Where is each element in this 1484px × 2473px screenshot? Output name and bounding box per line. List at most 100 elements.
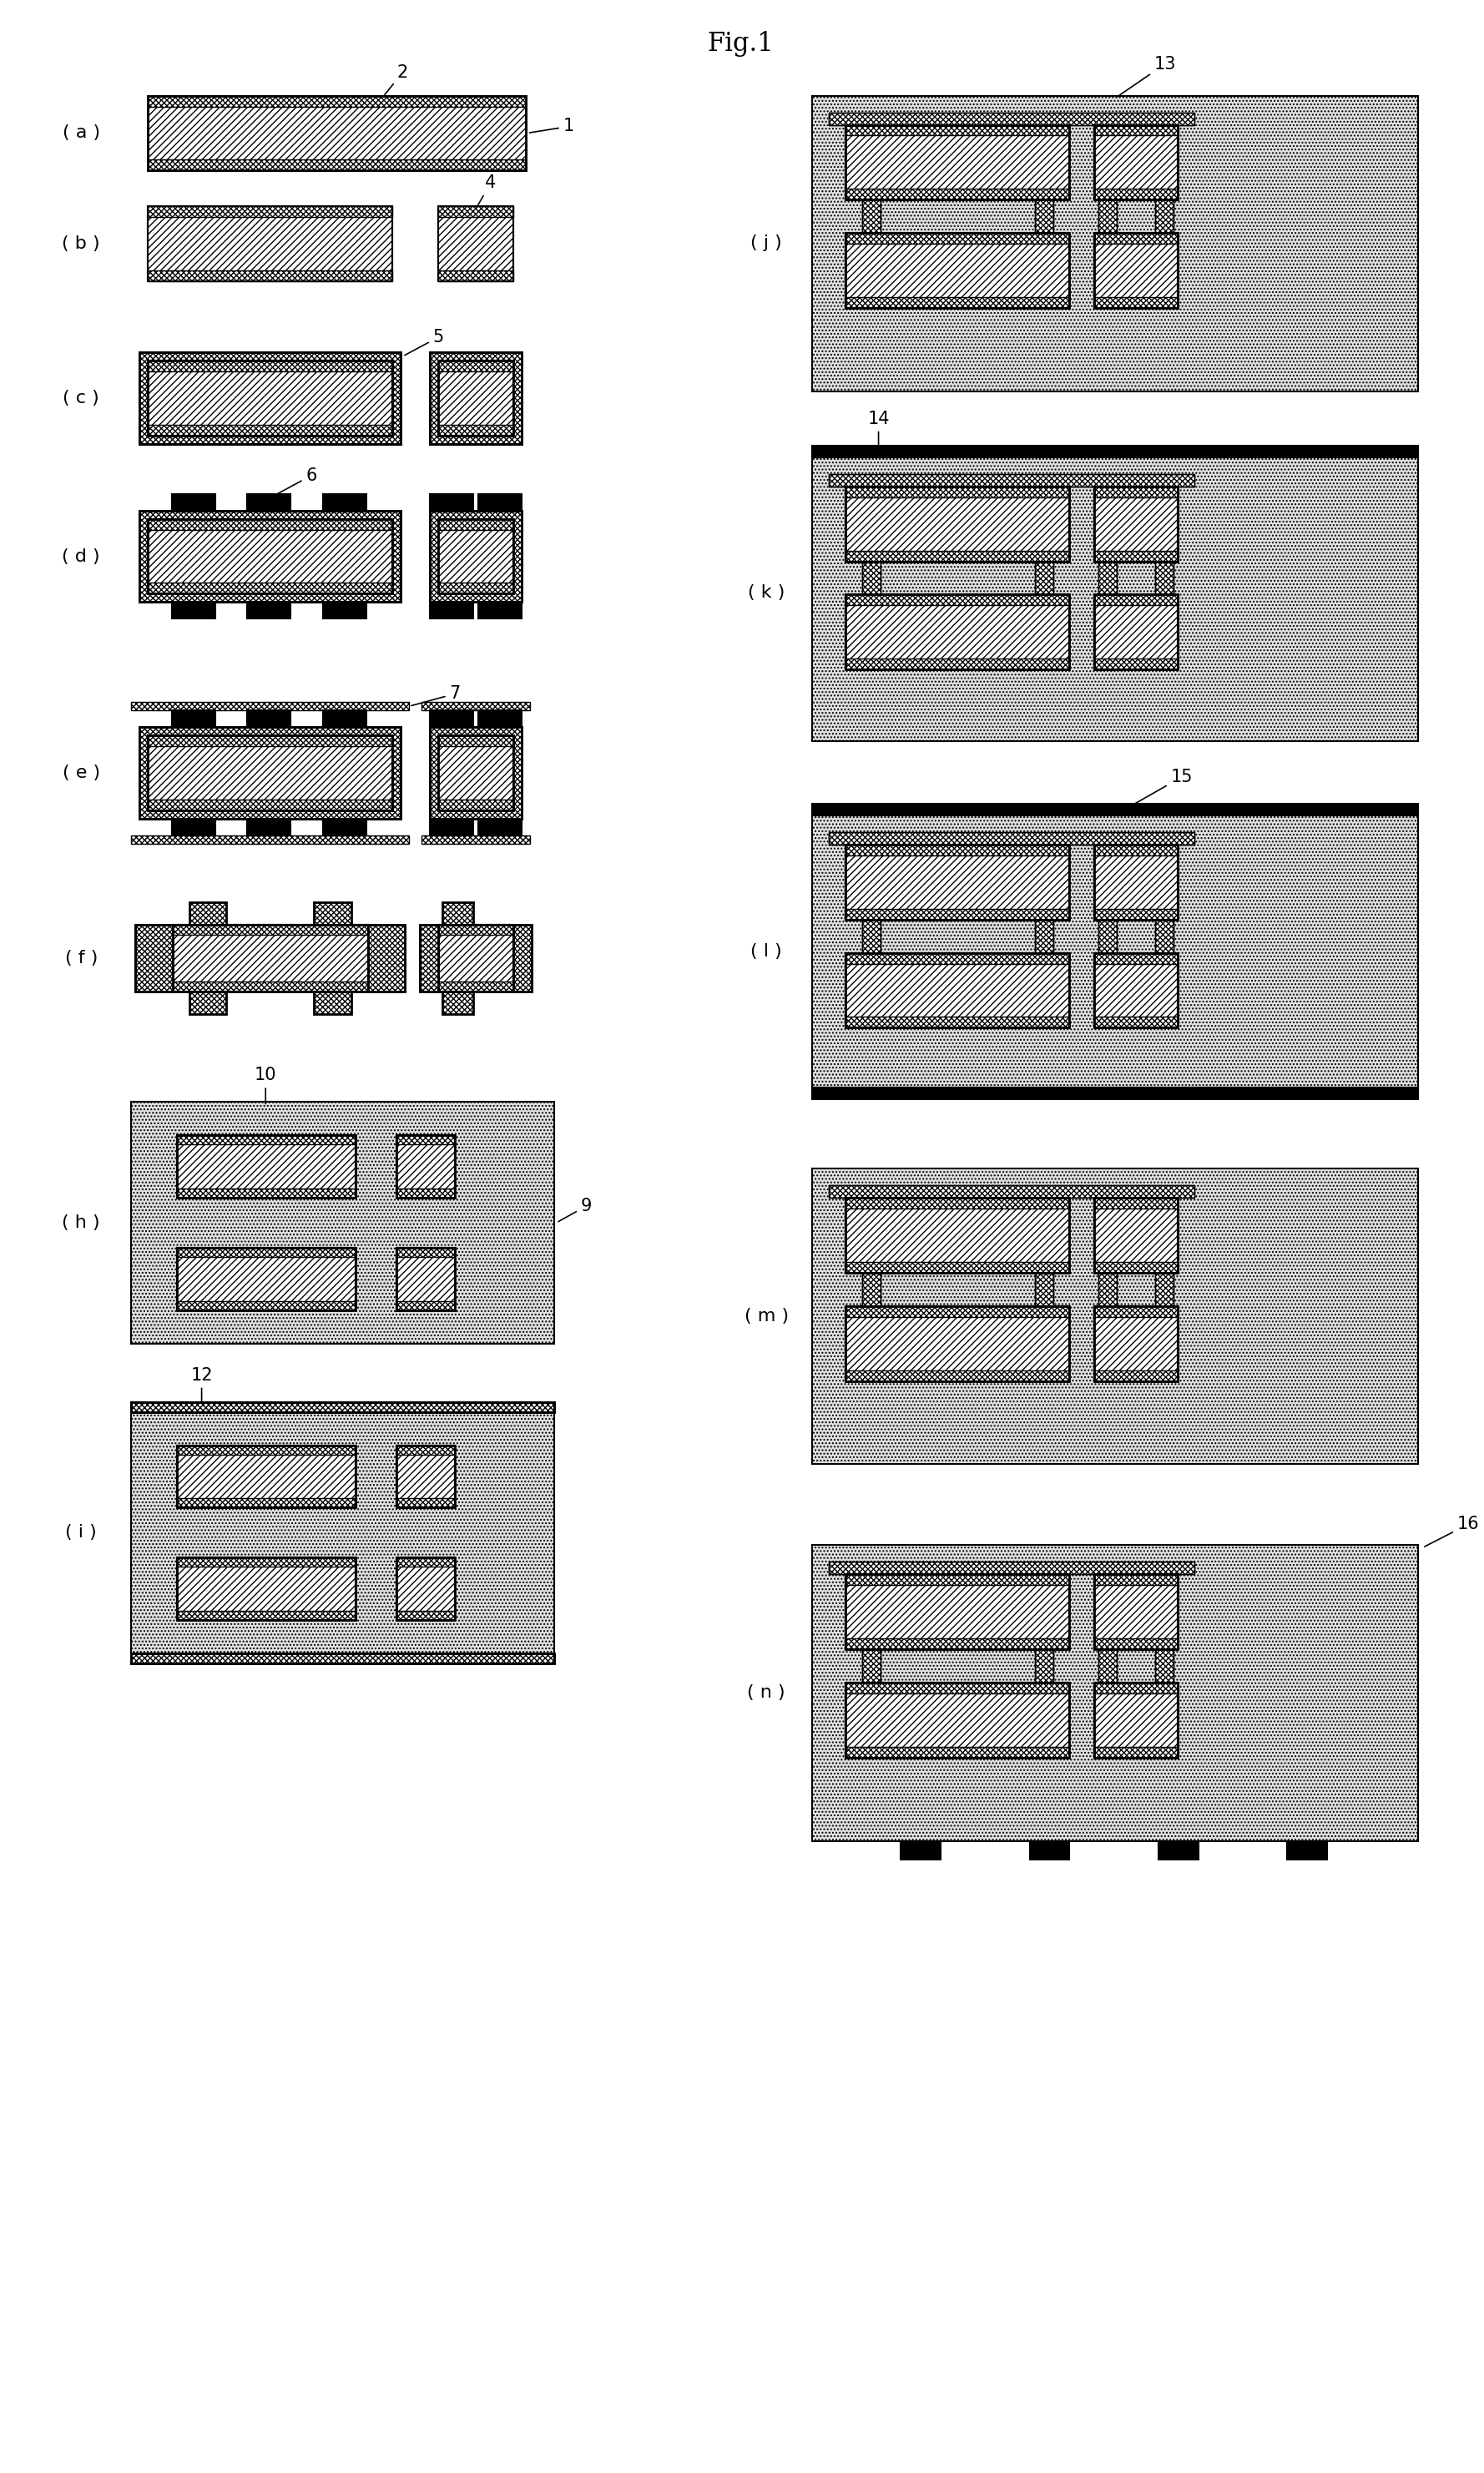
Bar <box>396 1444 456 1454</box>
Bar <box>1098 1649 1117 1682</box>
Text: 14: 14 <box>868 411 889 445</box>
Bar <box>438 205 513 282</box>
Text: ( j ): ( j ) <box>751 235 782 252</box>
Bar <box>430 727 521 819</box>
Bar <box>396 1249 456 1256</box>
Bar <box>1098 561 1117 594</box>
Bar <box>177 1558 355 1620</box>
Bar <box>901 1840 941 1860</box>
Bar <box>812 1088 1419 1100</box>
Bar <box>862 200 880 232</box>
Bar <box>1094 1575 1177 1649</box>
Bar <box>846 297 1070 309</box>
Bar <box>177 1135 355 1197</box>
Bar <box>1094 1640 1177 1649</box>
Bar <box>846 846 1070 856</box>
Text: ( b ): ( b ) <box>62 235 101 252</box>
Bar <box>438 734 513 811</box>
Bar <box>438 205 513 218</box>
Bar <box>1094 1197 1177 1274</box>
Bar <box>368 925 405 992</box>
Bar <box>438 982 513 992</box>
Bar <box>862 561 880 594</box>
Bar <box>396 1135 456 1197</box>
Bar <box>177 1610 355 1620</box>
Text: 15: 15 <box>1134 769 1193 804</box>
Bar <box>1098 920 1117 952</box>
Text: ( d ): ( d ) <box>62 549 101 564</box>
Bar <box>430 727 521 819</box>
Bar <box>1094 124 1177 136</box>
Bar <box>131 1412 555 1654</box>
Bar <box>862 1274 880 1306</box>
Bar <box>1094 594 1177 670</box>
Bar <box>131 836 410 843</box>
Bar <box>846 487 1070 561</box>
Bar <box>1094 952 1177 1029</box>
Bar <box>324 710 367 727</box>
Bar <box>1098 200 1117 232</box>
Bar <box>1098 1649 1117 1682</box>
Bar <box>478 710 521 727</box>
Bar <box>148 519 393 594</box>
Bar <box>396 1558 456 1568</box>
Bar <box>846 124 1070 200</box>
Bar <box>846 1306 1070 1380</box>
Bar <box>139 351 401 443</box>
Bar <box>177 1301 355 1311</box>
Bar <box>1094 232 1177 309</box>
Bar <box>1094 124 1177 200</box>
Bar <box>1094 594 1177 606</box>
Bar <box>1094 551 1177 561</box>
Bar <box>1094 232 1177 245</box>
Bar <box>396 1444 456 1509</box>
Bar <box>148 205 393 218</box>
Bar <box>1094 232 1177 309</box>
Bar <box>438 925 513 992</box>
Bar <box>172 601 215 618</box>
Bar <box>828 475 1195 487</box>
Bar <box>1094 1575 1177 1649</box>
Bar <box>248 710 291 727</box>
Bar <box>438 799 513 811</box>
Bar <box>828 475 1195 487</box>
Bar <box>828 831 1195 846</box>
Bar <box>1098 200 1117 232</box>
Bar <box>148 584 393 594</box>
Bar <box>438 519 513 529</box>
Bar <box>1034 200 1054 232</box>
Bar <box>1094 952 1177 964</box>
Bar <box>396 1190 456 1197</box>
Bar <box>177 1135 355 1197</box>
Bar <box>148 361 393 435</box>
Bar <box>1034 561 1054 594</box>
Bar <box>846 594 1070 670</box>
Bar <box>148 519 393 529</box>
Bar <box>438 270 513 282</box>
Text: ( h ): ( h ) <box>62 1214 101 1232</box>
Bar <box>396 1444 456 1509</box>
Bar <box>846 1682 1070 1758</box>
Bar <box>177 1558 355 1620</box>
Bar <box>172 925 368 992</box>
Bar <box>1098 1274 1117 1306</box>
Bar <box>1155 920 1174 952</box>
Text: 4: 4 <box>476 176 496 208</box>
Bar <box>313 992 352 1014</box>
Bar <box>172 819 215 836</box>
Bar <box>846 658 1070 670</box>
Bar <box>862 200 880 232</box>
Text: 12: 12 <box>190 1368 212 1402</box>
Bar <box>812 458 1419 742</box>
Bar <box>139 727 401 819</box>
Text: ( f ): ( f ) <box>65 950 98 967</box>
Bar <box>1155 920 1174 952</box>
Bar <box>1094 297 1177 309</box>
Bar <box>396 1558 456 1620</box>
Bar <box>1094 1306 1177 1380</box>
Bar <box>862 920 880 952</box>
Bar <box>438 361 513 435</box>
Bar <box>172 982 368 992</box>
Bar <box>1155 1649 1174 1682</box>
Bar <box>438 584 513 594</box>
